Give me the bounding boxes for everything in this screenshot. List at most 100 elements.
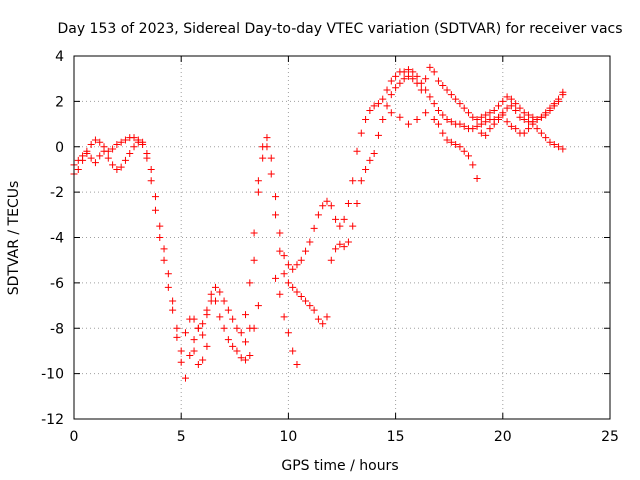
data-point-s1-49: [280, 270, 288, 278]
data-point-s1-21: [160, 256, 168, 264]
data-point-s2-44: [272, 274, 280, 282]
data-point-s1-47: [272, 211, 280, 219]
x-tick-label-0: 0: [70, 429, 79, 445]
data-point-s1-62: [336, 240, 344, 248]
data-point-s1-6: [96, 152, 104, 160]
data-point-s0-42: [250, 256, 258, 264]
data-point-s0-66: [353, 147, 361, 155]
data-point-s0-1: [74, 165, 82, 173]
data-point-s1-40: [242, 311, 250, 319]
data-point-s1-73: [383, 102, 391, 110]
data-point-s1-22: [164, 283, 172, 291]
data-point-s2-11: [456, 143, 464, 151]
data-point-s0-79: [409, 68, 417, 76]
data-point-s0-40: [242, 356, 250, 364]
data-point-s2-18: [486, 125, 494, 133]
data-point-s0-48: [276, 229, 284, 237]
data-point-s1-38: [233, 324, 241, 332]
data-point-s0-20: [156, 222, 164, 230]
data-point-s0-80: [413, 72, 421, 80]
data-point-s0-88: [447, 118, 455, 126]
data-point-s0-96: [482, 118, 490, 126]
data-point-s1-94: [473, 116, 481, 124]
data-point-s1-36: [224, 306, 232, 314]
data-point-s0-65: [349, 177, 357, 185]
data-point-s2-15: [473, 175, 481, 183]
data-point-s2-10: [452, 140, 460, 148]
data-point-s1-37: [229, 315, 237, 323]
data-point-s0-5: [91, 136, 99, 144]
data-point-s1-70: [370, 150, 378, 158]
data-point-s1-56: [310, 306, 318, 314]
data-point-s1-90: [456, 100, 464, 108]
y-tick-label-4: -4: [50, 231, 64, 247]
data-point-s0-67: [357, 129, 365, 137]
data-point-s1-8: [104, 154, 112, 162]
data-point-s0-35: [220, 324, 228, 332]
data-point-s0-59: [323, 197, 331, 205]
data-point-s1-17: [143, 154, 151, 162]
x-tick-label-1: 5: [177, 429, 186, 445]
data-point-s1-7: [100, 147, 108, 155]
data-point-s0-14: [130, 134, 138, 142]
data-point-s2-26: [520, 129, 528, 137]
y-tick-label-8: 4: [55, 49, 64, 65]
data-point-s1-112: [550, 100, 558, 108]
data-point-s1-97: [486, 109, 494, 117]
data-point-s0-69: [366, 106, 374, 114]
data-point-s0-32: [207, 290, 215, 298]
data-point-s1-1: [74, 156, 82, 164]
data-point-s0-4: [87, 140, 95, 148]
data-point-s1-101: [503, 93, 511, 101]
data-point-s1-81: [417, 86, 425, 94]
data-point-s2-45: [276, 290, 284, 298]
data-point-s0-39: [237, 354, 245, 362]
data-point-s2-17: [482, 131, 490, 139]
data-point-s2-9: [447, 138, 455, 146]
data-point-s1-23: [169, 306, 177, 314]
data-point-s1-24: [173, 333, 181, 341]
data-point-s1-83: [426, 63, 434, 71]
data-point-s0-11: [117, 138, 125, 146]
data-point-s1-42: [250, 229, 258, 237]
data-point-s0-10: [113, 140, 121, 148]
data-point-s1-41: [246, 279, 254, 287]
data-point-s1-29: [194, 324, 202, 332]
data-point-s1-69: [366, 156, 374, 164]
data-point-s2-49: [293, 361, 301, 369]
data-point-s0-19: [151, 193, 159, 201]
data-point-s0-25: [177, 358, 185, 366]
data-point-s1-4: [87, 154, 95, 162]
x-tick-label-3: 15: [387, 429, 405, 445]
data-point-s0-70: [370, 102, 378, 110]
grid-lines: [74, 56, 610, 419]
data-point-s0-43: [254, 188, 262, 196]
data-point-s1-105: [520, 109, 528, 117]
data-point-s2-28: [529, 120, 537, 128]
data-point-s1-51: [289, 283, 297, 291]
data-point-s0-38: [233, 347, 241, 355]
data-point-s2-12: [460, 147, 468, 155]
data-point-s0-85: [434, 106, 442, 114]
x-axis-label: GPS time / hours: [281, 458, 398, 474]
data-point-s0-47: [272, 193, 280, 201]
data-point-s1-35: [220, 297, 228, 305]
data-point-s2-30: [537, 129, 545, 137]
data-point-s1-80: [413, 79, 421, 87]
data-point-s2-14: [469, 161, 477, 169]
data-point-s0-83: [426, 93, 434, 101]
data-point-s1-39: [237, 329, 245, 337]
data-point-s1-76: [396, 79, 404, 87]
data-point-s1-79: [409, 75, 417, 83]
data-point-s0-103: [512, 106, 520, 114]
data-point-s0-53: [297, 256, 305, 264]
data-point-s1-25: [177, 347, 185, 355]
axes: 0 5 10 15 20 25 -12 -10 -8 -6 -4 -2 0 2 4: [41, 49, 619, 445]
data-point-s0-78: [404, 66, 412, 74]
data-point-s2-16: [477, 129, 485, 137]
data-point-s0-90: [456, 120, 464, 128]
data-point-s1-110: [542, 109, 550, 117]
y-axis-label: SDTVAR / TECUs: [6, 181, 22, 296]
data-point-s1-89: [452, 95, 460, 103]
data-point-s1-78: [404, 72, 412, 80]
